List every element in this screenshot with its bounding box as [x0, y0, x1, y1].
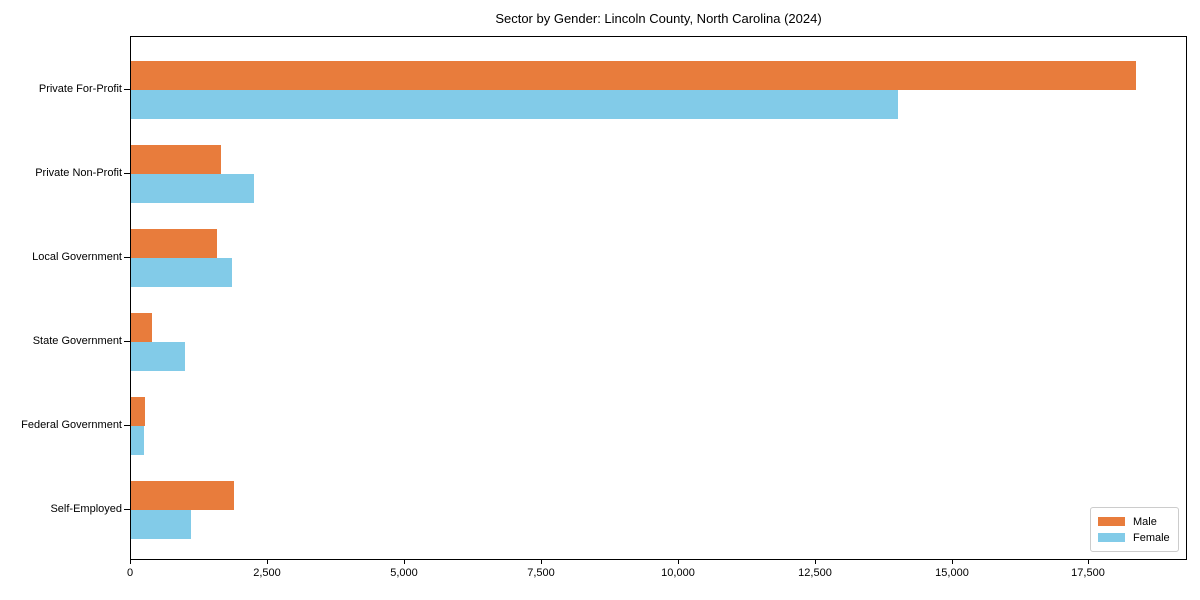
- y-tick-label-state-government: State Government: [32, 335, 122, 347]
- x-tick-label-2500: 2,500: [253, 567, 281, 579]
- bar-female-federal-government: [131, 426, 144, 455]
- x-tick-mark-0: [130, 560, 131, 564]
- bar-male-federal-government: [131, 397, 145, 426]
- y-tick-mark-private-for-profit: [124, 89, 130, 90]
- bar-female-private-for-profit: [131, 90, 898, 119]
- legend-item-male: Male: [1098, 516, 1171, 528]
- legend-item-female: Female: [1098, 532, 1171, 544]
- bar-female-self-employed: [131, 510, 191, 539]
- bar-male-self-employed: [131, 481, 234, 510]
- bar-male-state-government: [131, 313, 152, 342]
- legend-label-female: Female: [1133, 531, 1170, 544]
- y-tick-mark-federal-government: [124, 425, 130, 426]
- male-series-swatch: [1098, 517, 1125, 526]
- y-tick-mark-state-government: [124, 341, 130, 342]
- x-tick-mark-2500: [267, 560, 268, 564]
- x-tick-label-12500: 12,500: [798, 567, 832, 579]
- bar-male-private-for-profit: [131, 61, 1136, 90]
- x-tick-mark-17500: [1088, 560, 1089, 564]
- x-tick-mark-12500: [815, 560, 816, 564]
- x-tick-mark-7500: [541, 560, 542, 564]
- bar-female-state-government: [131, 342, 185, 371]
- x-tick-label-15000: 15,000: [935, 567, 969, 579]
- legend-label-male: Male: [1133, 515, 1157, 528]
- y-tick-mark-local-government: [124, 257, 130, 258]
- female-series-swatch: [1098, 533, 1125, 542]
- bar-female-local-government: [131, 258, 232, 287]
- x-tick-label-17500: 17,500: [1071, 567, 1105, 579]
- y-tick-label-private-non-profit: Private Non-Profit: [35, 167, 122, 179]
- y-tick-label-private-for-profit: Private For-Profit: [38, 83, 122, 95]
- y-tick-mark-self-employed: [124, 509, 130, 510]
- y-tick-label-federal-government: Federal Government: [21, 419, 122, 431]
- legend: Male Female: [1090, 507, 1179, 552]
- x-tick-label-10000: 10,000: [661, 567, 695, 579]
- x-tick-mark-10000: [678, 560, 679, 564]
- x-tick-mark-15000: [952, 560, 953, 564]
- plot-area: [130, 36, 1187, 560]
- y-tick-mark-private-non-profit: [124, 173, 130, 174]
- x-tick-mark-5000: [404, 560, 405, 564]
- bar-male-local-government: [131, 229, 217, 258]
- x-tick-label-5000: 5,000: [390, 567, 418, 579]
- chart-title: Sector by Gender: Lincoln County, North …: [495, 11, 822, 26]
- x-tick-label-7500: 7,500: [527, 567, 555, 579]
- y-tick-label-self-employed: Self-Employed: [50, 503, 122, 515]
- bar-female-private-non-profit: [131, 174, 254, 203]
- y-tick-label-local-government: Local Government: [32, 251, 122, 263]
- bar-male-private-non-profit: [131, 145, 221, 174]
- x-tick-label-0: 0: [126, 567, 134, 579]
